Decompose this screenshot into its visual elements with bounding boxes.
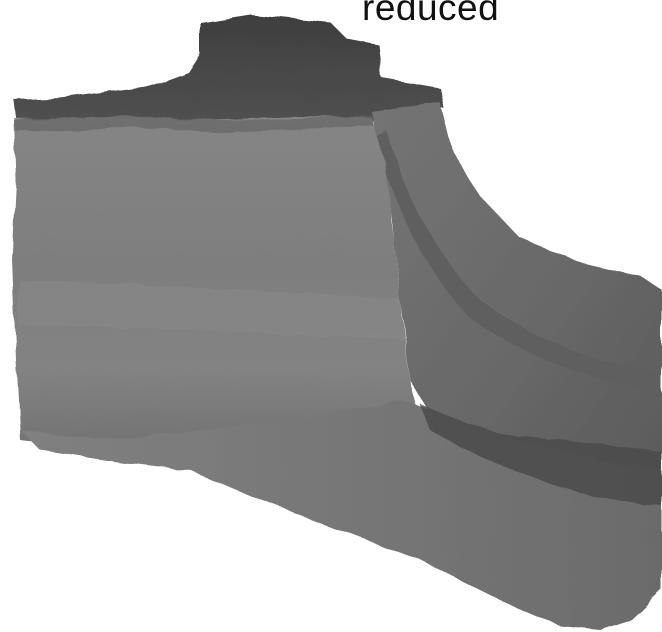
top-boss xyxy=(14,14,444,122)
front-face xyxy=(12,116,420,450)
caption-label: reduced xyxy=(362,0,500,28)
crease-shadow xyxy=(420,404,662,506)
side-surface xyxy=(372,102,662,500)
side-groove xyxy=(374,130,662,390)
top-edge xyxy=(14,116,374,132)
front-band xyxy=(18,280,404,340)
